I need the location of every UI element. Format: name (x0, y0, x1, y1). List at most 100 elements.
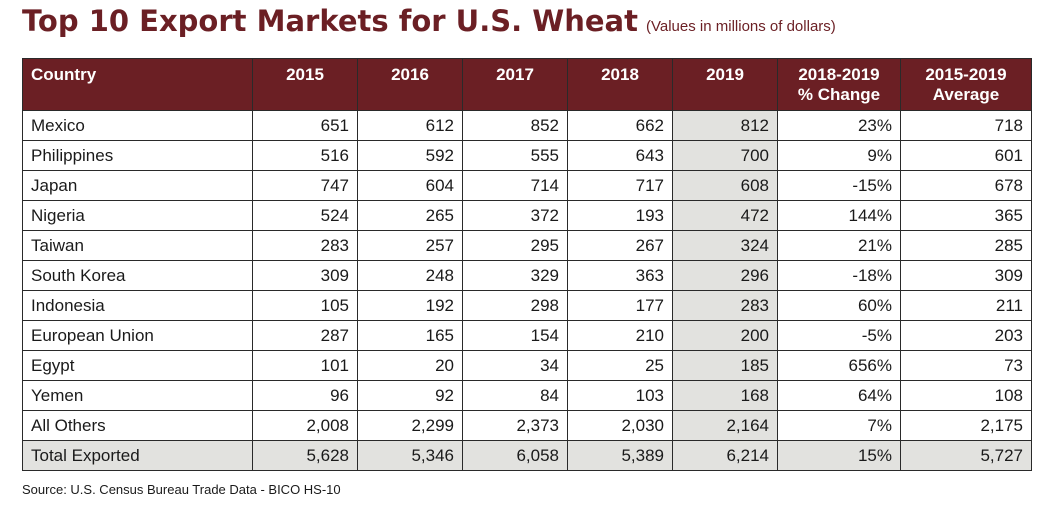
cell-2015: 101 (252, 350, 358, 381)
cell-2017: 295 (462, 230, 568, 261)
cell-country: Philippines (22, 140, 253, 171)
cell-country: Japan (22, 170, 253, 201)
cell-2018: 2,030 (567, 410, 673, 441)
cell-pct-change: 7% (777, 410, 901, 441)
header-2018: 2018 (567, 58, 673, 111)
cell-average: 2,175 (900, 410, 1032, 441)
cell-pct-change: -15% (777, 170, 901, 201)
table-row: Mexico 651 612 852 662 812 23% 718 (22, 110, 1032, 141)
cell-pct-change: -18% (777, 260, 901, 291)
header-pct-change: 2018-2019 % Change (777, 58, 901, 111)
cell-2015: 287 (252, 320, 358, 351)
cell-2015: 2,008 (252, 410, 358, 441)
cell-pct-change: 15% (777, 440, 901, 471)
cell-2018: 717 (567, 170, 673, 201)
cell-2019: 2,164 (672, 410, 778, 441)
cell-2018: 267 (567, 230, 673, 261)
page-title: Top 10 Export Markets for U.S. Wheat (22, 4, 638, 38)
table-body: Mexico 651 612 852 662 812 23% 718 Philippines 51… (22, 110, 1032, 471)
cell-pct-change: 9% (777, 140, 901, 171)
cell-2015: 5,628 (252, 440, 358, 471)
cell-2018: 643 (567, 140, 673, 171)
cell-2018: 210 (567, 320, 673, 351)
cell-2018: 177 (567, 290, 673, 321)
cell-pct-change: -5% (777, 320, 901, 351)
cell-2019: 283 (672, 290, 778, 321)
cell-2016: 257 (357, 230, 463, 261)
cell-2015: 309 (252, 260, 358, 291)
cell-2018: 5,389 (567, 440, 673, 471)
cell-2016: 265 (357, 200, 463, 231)
cell-2017: 852 (462, 110, 568, 141)
cell-pct-change: 23% (777, 110, 901, 141)
cell-country: Total Exported (22, 440, 253, 471)
cell-2016: 5,346 (357, 440, 463, 471)
table-row: Taiwan 283 257 295 267 324 21% 285 (22, 230, 1032, 261)
cell-2016: 604 (357, 170, 463, 201)
cell-2016: 20 (357, 350, 463, 381)
cell-country: All Others (22, 410, 253, 441)
header-row: Country 2015 2016 2017 2018 2019 2018-20… (22, 58, 1032, 111)
table-row: Nigeria 524 265 372 193 472 144% 365 (22, 200, 1032, 231)
table-row: Philippines 516 592 555 643 700 9% 601 (22, 140, 1032, 171)
table-row: Japan 747 604 714 717 608 -15% 678 (22, 170, 1032, 201)
header-2016: 2016 (357, 58, 463, 111)
header-2019: 2019 (672, 58, 778, 111)
header-2017: 2017 (462, 58, 568, 111)
cell-average: 73 (900, 350, 1032, 381)
export-markets-table: Country 2015 2016 2017 2018 2019 2018-20… (22, 58, 1032, 471)
cell-2019: 200 (672, 320, 778, 351)
cell-average: 285 (900, 230, 1032, 261)
table-row: All Others 2,008 2,299 2,373 2,030 2,164 7% 2,1… (22, 410, 1032, 441)
cell-2015: 747 (252, 170, 358, 201)
cell-2018: 363 (567, 260, 673, 291)
cell-average: 5,727 (900, 440, 1032, 471)
cell-2019: 324 (672, 230, 778, 261)
page-subtitle: (Values in millions of dollars) (645, 18, 836, 35)
cell-country: Yemen (22, 380, 253, 411)
cell-2016: 248 (357, 260, 463, 291)
header-2015: 2015 (252, 58, 358, 111)
cell-average: 365 (900, 200, 1032, 231)
cell-pct-change: 144% (777, 200, 901, 231)
cell-2019: 700 (672, 140, 778, 171)
cell-2017: 2,373 (462, 410, 568, 441)
cell-2016: 192 (357, 290, 463, 321)
header-average-line1: 2015-2019 (925, 65, 1007, 84)
cell-2019: 296 (672, 260, 778, 291)
cell-2015: 524 (252, 200, 358, 231)
cell-2017: 154 (462, 320, 568, 351)
cell-country: Nigeria (22, 200, 253, 231)
cell-2015: 96 (252, 380, 358, 411)
cell-average: 601 (900, 140, 1032, 171)
cell-2018: 103 (567, 380, 673, 411)
cell-2016: 165 (357, 320, 463, 351)
cell-2017: 555 (462, 140, 568, 171)
cell-2017: 714 (462, 170, 568, 201)
cell-2018: 25 (567, 350, 673, 381)
cell-2015: 283 (252, 230, 358, 261)
cell-average: 211 (900, 290, 1032, 321)
cell-2018: 193 (567, 200, 673, 231)
cell-2015: 105 (252, 290, 358, 321)
cell-2017: 372 (462, 200, 568, 231)
header-country: Country (22, 58, 253, 111)
cell-2016: 612 (357, 110, 463, 141)
cell-2019: 812 (672, 110, 778, 141)
table-row: European Union 287 165 154 210 200 -5% 203 (22, 320, 1032, 351)
total-row: Total Exported 5,628 5,346 6,058 5,389 6,214 1… (22, 440, 1032, 471)
table-row: Egypt 101 20 34 25 185 656% 73 (22, 350, 1032, 381)
cell-2016: 592 (357, 140, 463, 171)
table-row: Indonesia 105 192 298 177 283 60% 211 (22, 290, 1032, 321)
header-pct-change-line1: 2018-2019 (798, 65, 880, 84)
cell-country: Mexico (22, 110, 253, 141)
table-row: South Korea 309 248 329 363 296 -18% 309 (22, 260, 1032, 291)
cell-average: 718 (900, 110, 1032, 141)
source-note: Source: U.S. Census Bureau Trade Data - … (22, 482, 341, 497)
cell-average: 203 (900, 320, 1032, 351)
cell-2019: 6,214 (672, 440, 778, 471)
cell-country: South Korea (22, 260, 253, 291)
header-average-line2: Average (932, 85, 1000, 104)
header-average: 2015-2019 Average (900, 58, 1032, 111)
cell-2017: 298 (462, 290, 568, 321)
